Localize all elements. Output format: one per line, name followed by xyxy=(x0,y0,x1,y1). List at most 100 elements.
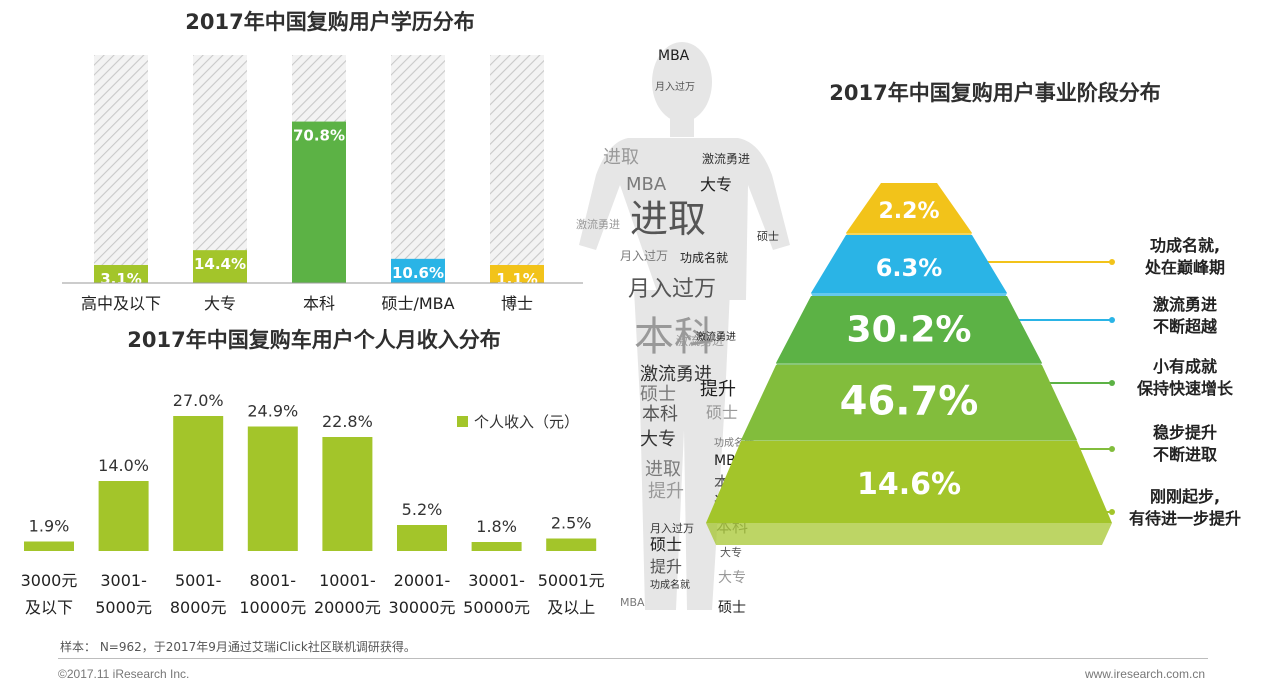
income-legend-swatch xyxy=(457,416,468,427)
word-cloud-word: 进取 xyxy=(603,147,639,168)
pyramid-leader-dot xyxy=(1109,509,1115,515)
word-cloud-word: 大专 xyxy=(720,545,742,559)
word-cloud-word: 本科 xyxy=(642,404,678,425)
income-category-label: 及以上 xyxy=(547,598,595,617)
word-cloud-word: MBA xyxy=(658,48,690,64)
income-category-label: 50001元 xyxy=(538,571,605,590)
word-cloud-word: 大专 xyxy=(700,175,732,194)
income-bar xyxy=(322,437,373,551)
footer-divider xyxy=(58,658,1208,659)
sample-note: 样本： N=962，于2017年9月通过艾瑞iClick社区联机调研获得。 xyxy=(60,640,416,654)
education-bar-value: 1.1% xyxy=(496,270,538,288)
income-bar xyxy=(247,426,298,551)
career-chart-title: 2017年中国复购用户事业阶段分布 xyxy=(829,81,1160,105)
word-cloud-word: 硕士 xyxy=(706,403,738,422)
pyramid-stage-label: 小有成就 xyxy=(1153,357,1217,376)
pyramid-stage-label: 稳步提升 xyxy=(1153,423,1217,442)
word-cloud-word: 激流勇进 xyxy=(696,330,736,343)
education-bar-bg xyxy=(94,55,148,283)
pyramid-tier xyxy=(811,235,1007,293)
income-category-label: 20001- xyxy=(394,571,451,590)
word-cloud-word: 激流勇进 xyxy=(640,364,712,385)
income-bar xyxy=(546,538,597,551)
income-bar-value: 1.9% xyxy=(29,517,70,536)
word-cloud-word: 硕士 xyxy=(718,600,746,616)
pyramid-tier xyxy=(846,183,972,233)
pyramid-tier-value: 2.2% xyxy=(878,199,939,224)
education-category-label: 本科 xyxy=(303,294,335,313)
word-cloud-word: 激流勇进 xyxy=(702,152,750,166)
word-cloud-word: 功成名就 xyxy=(650,578,690,591)
income-bar xyxy=(173,416,224,551)
pyramid-tier xyxy=(741,365,1077,440)
word-cloud-word: 提升 xyxy=(650,557,682,576)
income-bar-value: 22.8% xyxy=(322,412,373,431)
income-bar-value: 1.8% xyxy=(476,517,517,536)
income-bar-value: 5.2% xyxy=(402,500,443,519)
education-bar-bg xyxy=(193,55,247,283)
income-category-label: 3000元 xyxy=(21,571,78,590)
education-bar-value: 3.1% xyxy=(100,270,142,288)
education-category-label: 大专 xyxy=(204,294,236,313)
pyramid-leader-dot xyxy=(1109,259,1115,265)
education-bar xyxy=(292,121,346,284)
income-bar-value: 2.5% xyxy=(551,514,592,533)
income-category-label: 10001- xyxy=(319,571,376,590)
pyramid-stage-label: 刚刚起步, xyxy=(1150,487,1220,506)
education-bar-value: 14.4% xyxy=(194,255,246,273)
word-cloud-word: 月入过万 xyxy=(655,80,695,93)
income-legend: 个人收入（元） xyxy=(457,413,579,431)
income-category-label: 8000元 xyxy=(170,598,227,617)
education-chart: 2017年中国复购用户学历分布 3.1% 高中及以下 14.4% 大专 70.8% 本科 1… xyxy=(62,10,583,313)
education-category-label: 高中及以下 xyxy=(81,294,161,313)
education-category-label: 博士 xyxy=(501,294,533,313)
word-cloud-word: 进取 xyxy=(645,459,681,480)
pyramid-tier xyxy=(706,441,1112,523)
pyramid-leader-dot xyxy=(1109,446,1115,452)
education-category-label: 硕士/MBA xyxy=(381,294,454,313)
income-bar xyxy=(471,542,522,551)
person-silhouette xyxy=(579,42,790,610)
pyramid-stage-label: 功成名就, xyxy=(1150,236,1220,255)
income-bar xyxy=(397,525,447,551)
income-bar-value: 14.0% xyxy=(98,456,149,475)
pyramid-stage-label: 激流勇进 xyxy=(1153,295,1217,314)
word-cloud-word: 本科 xyxy=(634,314,714,360)
pyramid-stage-label: 不断超越 xyxy=(1153,317,1218,336)
pyramid-tier-base xyxy=(706,523,1112,545)
word-cloud-word: 月入过万 xyxy=(620,249,668,263)
education-bar xyxy=(391,258,445,283)
word-cloud-word: 大专 xyxy=(640,429,676,450)
word-cloud-word: MBA xyxy=(626,174,667,195)
pyramid-stage-label: 处在巅峰期 xyxy=(1144,258,1225,277)
income-category-label: 及以下 xyxy=(25,598,73,617)
word-cloud-word: 硕士 xyxy=(640,384,676,405)
pyramid-stage-label: 不断进取 xyxy=(1153,445,1217,464)
education-bar xyxy=(490,265,544,283)
pyramid-stage-label: 保持快速增长 xyxy=(1136,379,1234,398)
education-chart-title: 2017年中国复购用户学历分布 xyxy=(185,10,474,34)
income-category-label: 20000元 xyxy=(314,598,381,617)
word-cloud-word: 激流勇进 xyxy=(676,334,724,348)
pyramid-tier xyxy=(776,296,1042,363)
income-bar xyxy=(98,481,149,551)
income-legend-label: 个人收入（元） xyxy=(474,413,579,431)
education-bar-value: 10.6% xyxy=(392,264,444,282)
income-chart-title: 2017年中国复购车用户个人月收入分布 xyxy=(127,328,500,352)
copyright: ©2017.11 iResearch Inc. xyxy=(58,667,190,681)
education-bar-bg xyxy=(490,55,544,283)
word-cloud-word: 大专 xyxy=(718,570,746,586)
income-category-label: 10000元 xyxy=(239,598,306,617)
word-cloud-word: MBA xyxy=(620,596,645,609)
education-bar xyxy=(94,265,148,283)
education-bars: 3.1% 高中及以下 14.4% 大专 70.8% 本科 10.6% 硕士/MBA 1.1% 博士 xyxy=(81,55,544,313)
income-category-label: 30000元 xyxy=(389,598,456,617)
word-cloud-word: 进取 xyxy=(630,197,706,241)
income-category-label: 30001- xyxy=(468,571,525,590)
income-bar xyxy=(24,541,74,551)
education-bar xyxy=(193,250,247,283)
